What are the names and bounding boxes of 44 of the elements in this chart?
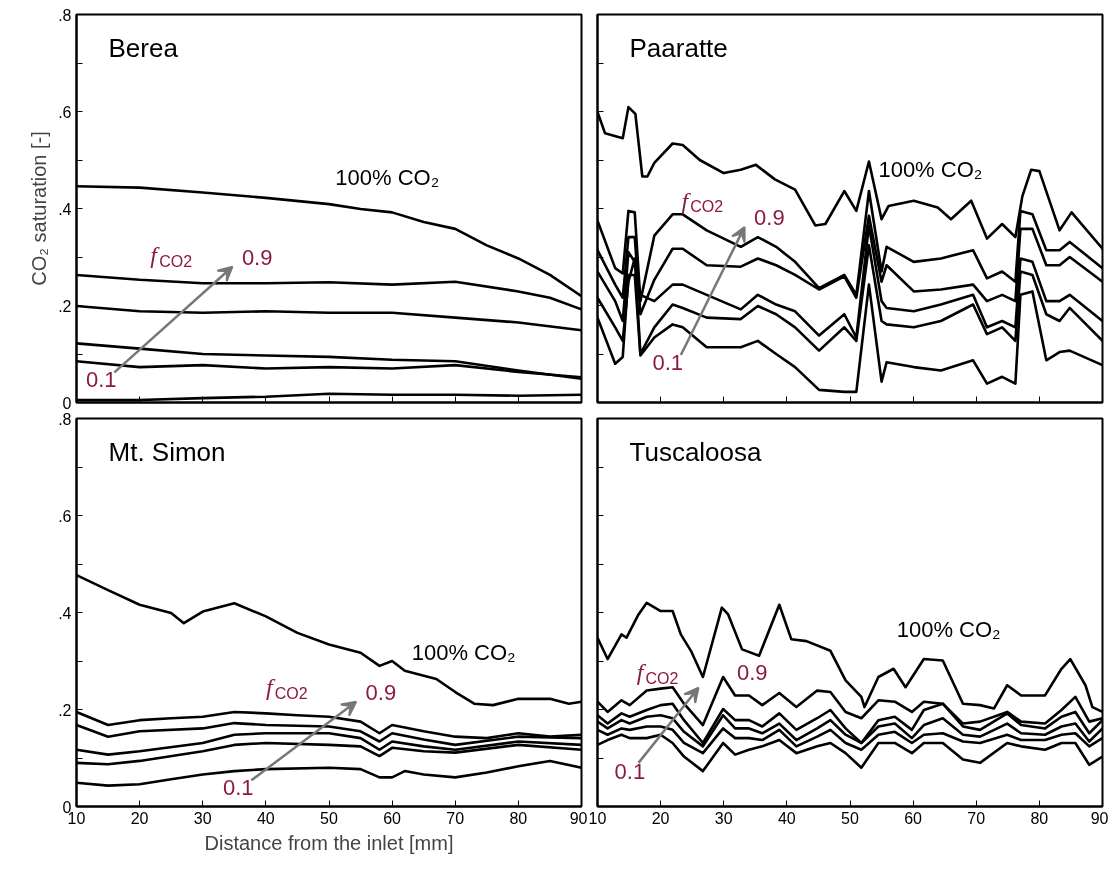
x-tick-label: 30 (714, 809, 733, 827)
annotation: 0.9 (241, 244, 273, 270)
x-tick-label: 40 (777, 809, 796, 827)
x-tick-label: 70 (446, 809, 465, 827)
text: Tuscaloosa (629, 436, 763, 467)
annotation: 0.1 (652, 349, 684, 375)
x-tick-label: 60 (904, 809, 923, 827)
y-tick-label: .6 (58, 103, 72, 121)
x-axis-title: Distance from the inlet [mm] (204, 831, 454, 854)
x-tick-label: 80 (509, 809, 528, 827)
x-tick-label: 50 (841, 809, 859, 827)
text: Mt. Simon (108, 436, 226, 467)
x-tick-label: 80 (1030, 809, 1049, 827)
y-tick-label: .4 (58, 604, 72, 622)
x-tick-label: 40 (256, 809, 275, 827)
x-tick-label: 70 (967, 809, 986, 827)
x-tick-label: 30 (193, 809, 212, 827)
annotation: 0.9 (754, 204, 785, 230)
annotation: 0.1 (222, 775, 254, 801)
y-tick-label: .6 (58, 507, 72, 525)
annotation: 100% CO₂ (878, 157, 983, 183)
y-tick-label: .2 (58, 701, 72, 719)
y-tick-label: .8 (58, 6, 72, 24)
x-tick-label: 10 (588, 809, 607, 827)
annotation: 0.9 (737, 659, 768, 685)
y-tick-label: .4 (58, 200, 72, 218)
annotation: 100% CO₂ (411, 640, 516, 666)
x-tick-label: 90 (569, 809, 588, 827)
x-tick-label: 20 (130, 809, 149, 827)
annotation: 100% CO₂ (335, 165, 440, 191)
x-tick-label: 50 (320, 809, 338, 827)
y-tick-label: .8 (58, 410, 72, 428)
annotation: 0.1 (85, 367, 117, 393)
annotation: 100% CO₂ (896, 616, 1001, 642)
y-axis-title: CO₂ saturation [-] (28, 131, 51, 286)
text: Berea (108, 32, 179, 63)
x-tick-label: 60 (383, 809, 402, 827)
x-tick-label: 90 (1090, 809, 1109, 827)
x-tick-label: 20 (651, 809, 670, 827)
text: Paaratte (629, 32, 728, 63)
y-tick-label: 0 (62, 394, 72, 412)
annotation: 0.1 (614, 758, 646, 784)
y-tick-label: .2 (58, 297, 72, 315)
annotation: 0.9 (365, 679, 397, 705)
